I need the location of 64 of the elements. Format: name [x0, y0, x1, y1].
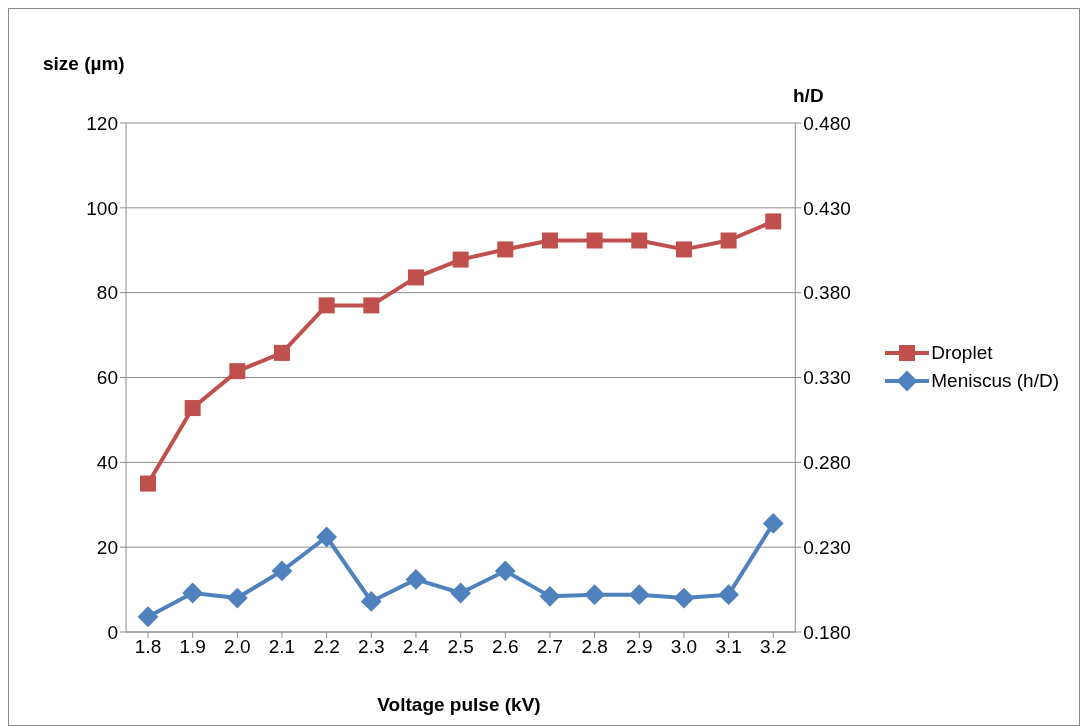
y-axis-title: size (µm) [43, 53, 125, 75]
x-tick-label: 2.4 [402, 636, 430, 658]
x-tick-label: 2.1 [268, 636, 296, 658]
point [452, 251, 469, 268]
x-tick-label: 1.8 [134, 636, 162, 658]
y-tick-label: 120 [86, 112, 118, 134]
point [271, 560, 293, 582]
x-tick-label: 2.2 [313, 636, 340, 658]
x-tick-label: 3.0 [670, 636, 698, 658]
point [450, 582, 472, 604]
point [318, 297, 335, 314]
point [316, 526, 338, 548]
y-tick-label: 20 [96, 536, 118, 558]
y2-axis-title: h/D [793, 85, 824, 107]
legend-label: Meniscus (h/D) [931, 370, 1059, 392]
point [584, 584, 606, 606]
y-tick-label: 40 [96, 452, 118, 474]
point [718, 584, 739, 606]
point [541, 232, 558, 249]
point [497, 241, 514, 258]
x-tick-label: 2.5 [447, 636, 474, 658]
point [360, 591, 382, 612]
point [407, 269, 424, 286]
point [586, 232, 603, 249]
x-tick-label: 1.9 [179, 636, 206, 658]
legend-label: Droplet [931, 342, 993, 364]
point [184, 400, 201, 417]
y2-tick-label: 0.480 [803, 112, 851, 134]
point [140, 475, 156, 492]
point [673, 587, 695, 609]
x-tick-label: 2.7 [536, 636, 564, 658]
point [765, 213, 782, 230]
y2-tick-label: 0.430 [803, 197, 851, 219]
x-tick-label: 2.8 [581, 636, 608, 658]
x-tick-label: 2.0 [224, 636, 251, 658]
x-tick-label: 3.1 [715, 636, 742, 658]
point [628, 584, 650, 606]
point [137, 606, 159, 628]
y2-tick-label: 0.230 [803, 536, 851, 558]
x-axis-title: Voltage pulse (kV) [376, 694, 542, 716]
point [273, 344, 290, 361]
x-tick-label: 2.6 [492, 636, 519, 658]
y2-tick-label: 0.330 [803, 367, 851, 389]
y-tick-label: 60 [96, 367, 118, 389]
point [494, 560, 516, 582]
point [363, 297, 380, 314]
y-tick-label: 80 [96, 282, 118, 304]
point [631, 232, 648, 249]
x-tick-label: 2.9 [626, 636, 653, 658]
point [675, 241, 692, 258]
x-tick-label: 3.2 [760, 636, 787, 658]
point [762, 513, 784, 534]
y-tick-label: 100 [86, 197, 118, 219]
point [182, 582, 204, 604]
point [229, 363, 246, 380]
point [226, 587, 248, 609]
point [405, 569, 427, 590]
point [539, 585, 561, 607]
y2-tick-label: 0.280 [803, 452, 851, 474]
point [720, 232, 737, 249]
y2-tick-label: 0.380 [803, 282, 851, 304]
y2-tick-label: 0.180 [803, 621, 851, 643]
y-tick-label: 0 [107, 621, 118, 643]
x-tick-label: 2.3 [358, 636, 385, 658]
